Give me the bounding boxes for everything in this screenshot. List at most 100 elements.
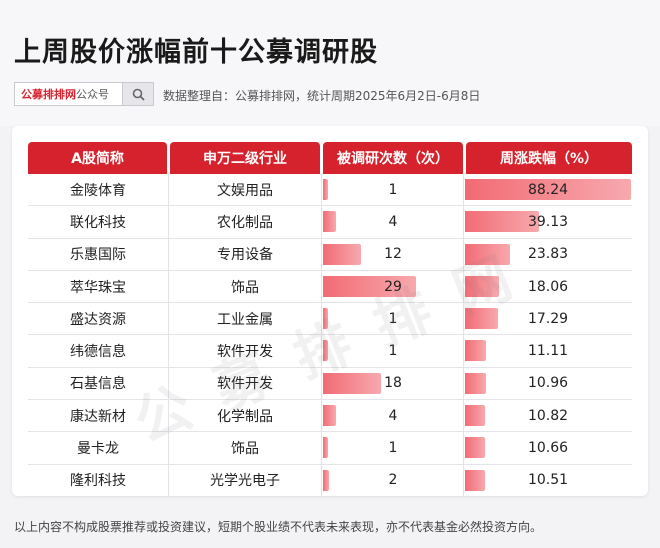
- cell-stock-name: 萃华珠宝: [28, 270, 169, 303]
- table-row: 曼卡龙 饰品 1 10.66: [28, 432, 632, 465]
- surveys-value: 1: [388, 181, 398, 198]
- cell-industry: 文娱用品: [169, 174, 322, 206]
- cell-industry: 工业金属: [169, 303, 322, 335]
- table-body: 金陵体育 文娱用品 1 88.24 联化科技 农化制品 4 39.13 乐惠国际 专用设备 12 23…: [28, 174, 632, 497]
- cell-stock-name: 曼卡龙: [28, 432, 169, 464]
- change-value: 10.96: [527, 375, 569, 392]
- change-bar: [465, 437, 486, 459]
- cell-weekly-change: 11.11: [464, 335, 632, 366]
- cell-stock-name: 乐惠国际: [28, 238, 169, 270]
- surveys-value: 4: [388, 407, 398, 424]
- search-suffix-label: 公众号: [76, 88, 109, 101]
- change-value: 10.51: [527, 472, 569, 489]
- surveys-value: 2: [388, 472, 398, 489]
- cell-surveys: 4: [322, 400, 464, 432]
- surveys-bar: [323, 275, 416, 297]
- surveys-bar: [323, 308, 328, 330]
- cell-surveys: 2: [322, 464, 464, 496]
- cell-stock-name: 联化科技: [28, 206, 169, 238]
- cell-industry: 软件开发: [169, 367, 322, 400]
- cell-industry: 饰品: [169, 270, 322, 303]
- surveys-value: 4: [388, 213, 398, 230]
- table-row: 隆利科技 光学光电子 2 10.51: [28, 464, 632, 497]
- cell-surveys: 1: [322, 174, 464, 206]
- table-row: 康达新材 化学制品 4 10.82: [28, 400, 632, 433]
- cell-weekly-change: 88.24: [464, 174, 632, 205]
- table-row: 盛达资源 工业金属 1 17.29: [28, 303, 632, 336]
- change-value: 23.83: [527, 246, 569, 263]
- change-bar: [465, 308, 498, 330]
- table-row: 联化科技 农化制品 4 39.13: [28, 206, 632, 239]
- search-icon: [132, 88, 145, 101]
- cell-industry: 软件开发: [169, 335, 322, 367]
- change-bar: [465, 179, 631, 200]
- cell-surveys: 4: [322, 206, 464, 238]
- cell-surveys: 18: [322, 367, 464, 400]
- cell-surveys: 29: [322, 270, 464, 303]
- change-bar: [465, 372, 486, 394]
- change-bar: [465, 275, 499, 297]
- change-value: 17.29: [527, 310, 569, 327]
- cell-stock-name: 纬德信息: [28, 335, 169, 367]
- search-box[interactable]: 公募排排网 公众号: [14, 82, 154, 106]
- cell-surveys: 1: [322, 432, 464, 464]
- change-bar: [465, 211, 539, 233]
- cell-weekly-change: 18.06: [464, 271, 632, 302]
- cell-industry: 农化制品: [169, 206, 322, 238]
- header-weekly-change: 周涨跌幅（%）: [466, 142, 632, 174]
- disclaimer: 以上内容不构成股票推荐或投资建议，短期个股业绩不代表未来表现，亦不代表基金必然投…: [14, 520, 543, 534]
- surveys-bar: [323, 469, 330, 491]
- surveys-bar: [323, 405, 336, 427]
- change-bar: [465, 405, 486, 427]
- change-value: 88.24: [527, 181, 569, 198]
- surveys-value: 1: [388, 343, 398, 360]
- table-header: A股简称 申万二级行业 被调研次数（次） 周涨跌幅（%）: [28, 142, 632, 174]
- surveys-value: 12: [384, 246, 402, 263]
- search-brand-label: 公募排排网: [21, 88, 76, 101]
- cell-surveys: 1: [322, 303, 464, 335]
- table-row: 萃华珠宝 饰品 29 18.06: [28, 270, 632, 304]
- cell-stock-name: 康达新材: [28, 400, 169, 432]
- surveys-bar: [323, 340, 328, 362]
- search-button[interactable]: [122, 83, 153, 105]
- change-value: 18.06: [527, 278, 569, 295]
- header-industry: 申万二级行业: [170, 142, 320, 174]
- cell-stock-name: 金陵体育: [28, 174, 169, 206]
- surveys-bar: [323, 243, 362, 265]
- table-row: 金陵体育 文娱用品 1 88.24: [28, 174, 632, 207]
- surveys-value: 1: [388, 310, 398, 327]
- cell-weekly-change: 17.29: [464, 303, 632, 334]
- cell-weekly-change: 10.51: [464, 465, 632, 496]
- cell-stock-name: 盛达资源: [28, 303, 169, 335]
- change-bar: [465, 340, 486, 362]
- table-row: 纬德信息 软件开发 1 11.11: [28, 335, 632, 368]
- surveys-value: 18: [384, 375, 402, 392]
- surveys-value: 29: [384, 278, 402, 295]
- cell-industry: 饰品: [169, 432, 322, 464]
- header-surveys: 被调研次数（次）: [323, 142, 463, 174]
- change-bar: [465, 469, 485, 491]
- table-row: 乐惠国际 专用设备 12 23.83: [28, 238, 632, 271]
- cell-weekly-change: 10.96: [464, 368, 632, 399]
- cell-industry: 光学光电子: [169, 464, 322, 496]
- change-value: 10.66: [527, 440, 569, 457]
- header-stock-name: A股简称: [28, 142, 167, 174]
- cell-weekly-change: 39.13: [464, 206, 632, 237]
- cell-weekly-change: 23.83: [464, 239, 632, 270]
- table-row: 石基信息 软件开发 18 10.96: [28, 367, 632, 401]
- cell-industry: 化学制品: [169, 400, 322, 432]
- page-title: 上周股价涨幅前十公募调研股: [14, 37, 378, 68]
- surveys-value: 1: [388, 440, 398, 457]
- change-value: 10.82: [527, 407, 569, 424]
- change-value: 39.13: [527, 213, 569, 230]
- source-meta: 数据整理自：公募排排网，统计周期2025年6月2日-6月8日: [163, 89, 481, 103]
- change-bar: [465, 243, 510, 265]
- surveys-bar: [323, 372, 381, 394]
- cell-stock-name: 石基信息: [28, 367, 169, 400]
- cell-surveys: 12: [322, 238, 464, 270]
- surveys-bar: [323, 211, 336, 233]
- change-value: 11.11: [527, 343, 569, 360]
- cell-weekly-change: 10.82: [464, 400, 632, 431]
- surveys-bar: [323, 437, 328, 459]
- cell-industry: 专用设备: [169, 238, 322, 270]
